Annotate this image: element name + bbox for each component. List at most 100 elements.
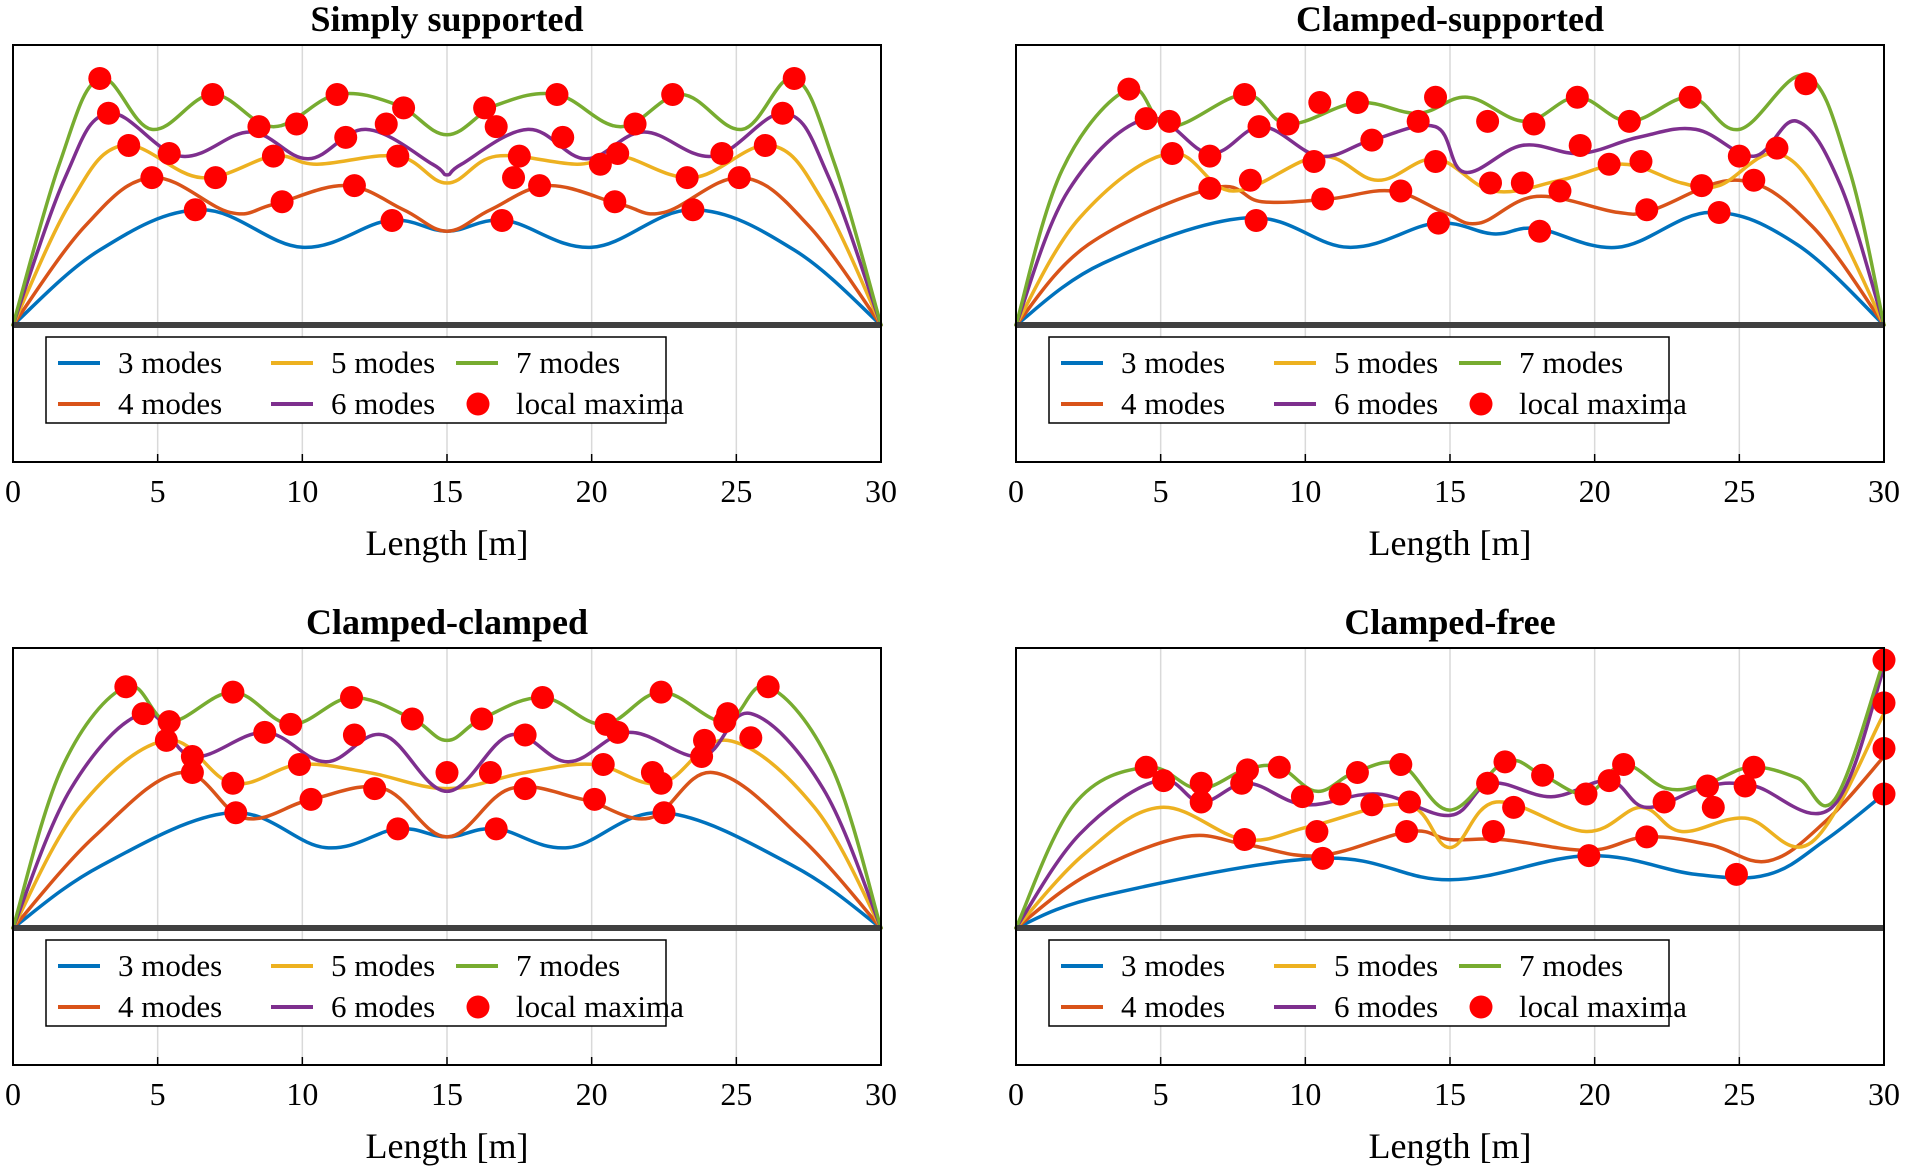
local-maximum-point bbox=[727, 166, 751, 190]
x-tick-label: 5 bbox=[150, 1076, 166, 1112]
series-line-3-modes bbox=[1014, 792, 1886, 930]
x-tick-label: 10 bbox=[1289, 1076, 1321, 1112]
legend-label: local maxima bbox=[1519, 386, 1687, 421]
local-maximum-point bbox=[484, 115, 508, 139]
local-maximum-point bbox=[1724, 862, 1748, 886]
x-tick-label: 30 bbox=[1868, 1076, 1900, 1112]
local-maximum-point bbox=[1189, 771, 1213, 795]
local-maximum-point bbox=[623, 112, 647, 136]
panel-title: Simply supported bbox=[310, 0, 583, 39]
x-tick-label: 20 bbox=[1579, 473, 1611, 509]
local-maximum-point bbox=[1189, 790, 1213, 814]
local-maximum-point bbox=[1727, 144, 1751, 168]
local-maximum-point bbox=[478, 761, 502, 785]
local-maximum-point bbox=[1502, 795, 1526, 819]
local-maximum-point bbox=[1568, 133, 1592, 157]
local-maximum-point bbox=[1617, 109, 1641, 133]
legend-marker-local-maxima bbox=[1469, 995, 1493, 1019]
series-line-4-modes bbox=[11, 770, 883, 930]
local-maximum-point bbox=[1522, 112, 1546, 136]
local-maximum-point bbox=[652, 801, 676, 825]
x-tick-label: 30 bbox=[865, 473, 897, 509]
legend-box bbox=[45, 336, 667, 424]
x-tick-label: 30 bbox=[1868, 473, 1900, 509]
local-maximum-point bbox=[551, 125, 575, 149]
legend-marker-local-maxima bbox=[466, 392, 490, 416]
x-tick-label: 20 bbox=[1579, 1076, 1611, 1112]
local-maximum-point bbox=[1574, 782, 1598, 806]
local-maximum-point bbox=[201, 83, 225, 107]
local-maximum-point bbox=[1635, 198, 1659, 222]
local-maximum-point bbox=[253, 720, 277, 744]
local-maximum-point bbox=[1157, 109, 1181, 133]
x-tick-label: 5 bbox=[1153, 473, 1169, 509]
local-maximum-point bbox=[591, 753, 615, 777]
local-maximum-point bbox=[473, 96, 497, 120]
legend: 3 modes 5 modes 7 modes 4 modes 6 modes local… bbox=[45, 336, 684, 424]
local-maximum-point bbox=[1510, 171, 1534, 195]
local-maximum-point bbox=[603, 190, 627, 214]
legend-label: 7 modes bbox=[516, 345, 620, 380]
local-maximum-point bbox=[325, 83, 349, 107]
local-maximum-point bbox=[340, 686, 364, 710]
local-maximum-point bbox=[131, 702, 155, 726]
legend-label: 5 modes bbox=[1334, 948, 1438, 983]
series-line-5-modes bbox=[11, 738, 883, 930]
local-maximum-point bbox=[1742, 755, 1766, 779]
local-maximum-point bbox=[221, 771, 245, 795]
x-axis-label: Length [m] bbox=[1369, 523, 1532, 563]
panel-title: Clamped-free bbox=[1344, 602, 1555, 642]
local-maximum-point bbox=[204, 166, 228, 190]
local-maximum-point bbox=[502, 166, 526, 190]
local-maximum-point bbox=[1235, 758, 1259, 782]
local-maximum-point bbox=[374, 112, 398, 136]
x-axis-label: Length [m] bbox=[1369, 1126, 1532, 1166]
local-maximum-point bbox=[140, 166, 164, 190]
local-maximum-point bbox=[1493, 750, 1517, 774]
x-tick-label: 25 bbox=[720, 473, 752, 509]
local-maximum-point bbox=[675, 166, 699, 190]
chart-panel: 0 5 10 15 20 25 30 Clamped-free Length [m] 3 mode… bbox=[1008, 602, 1900, 1166]
series-line-5-modes bbox=[1014, 711, 1886, 930]
local-maximum-point bbox=[1548, 179, 1572, 203]
legend-label: 6 modes bbox=[331, 989, 435, 1024]
local-maximum-point bbox=[771, 101, 795, 125]
x-tick-label: 0 bbox=[1008, 1076, 1024, 1112]
local-maximum-point bbox=[247, 115, 271, 139]
local-maximum-point bbox=[114, 675, 138, 699]
series-line-7-modes bbox=[11, 76, 883, 327]
local-maximum-point bbox=[224, 801, 248, 825]
x-tick-label: 15 bbox=[1434, 1076, 1466, 1112]
legend: 3 modes 5 modes 7 modes 4 modes 6 modes local… bbox=[45, 939, 684, 1027]
local-maximum-point bbox=[1311, 846, 1335, 870]
x-axis-label: Length [m] bbox=[366, 1126, 529, 1166]
legend-label: 5 modes bbox=[331, 345, 435, 380]
local-maximum-point bbox=[1397, 790, 1421, 814]
local-maximum-point bbox=[1597, 152, 1621, 176]
local-maximum-point bbox=[513, 777, 537, 801]
local-maximum-point bbox=[1276, 112, 1300, 136]
local-maximum-point bbox=[756, 675, 780, 699]
local-maximum-point bbox=[1531, 763, 1555, 787]
local-maximum-point bbox=[400, 707, 424, 731]
legend-label: 6 modes bbox=[1334, 989, 1438, 1024]
legend-label: 6 modes bbox=[331, 386, 435, 421]
local-maximum-point bbox=[221, 680, 245, 704]
x-tick-label: 0 bbox=[5, 1076, 21, 1112]
local-maximum-point bbox=[1612, 753, 1636, 777]
local-maximum-point bbox=[363, 777, 387, 801]
chart-panel: 0 5 10 15 20 25 30 Simply supported Length [m] 3 … bbox=[5, 0, 897, 563]
local-maximum-point bbox=[1395, 820, 1419, 844]
local-maximum-point bbox=[1406, 109, 1430, 133]
local-maximum-point bbox=[96, 101, 120, 125]
local-maximum-point bbox=[1328, 782, 1352, 806]
local-maximum-point bbox=[261, 144, 285, 168]
local-maximum-point bbox=[649, 680, 673, 704]
local-maximum-point bbox=[1117, 77, 1141, 101]
local-maximum-point bbox=[1134, 107, 1158, 131]
legend-label: 6 modes bbox=[1334, 386, 1438, 421]
local-maximum-point bbox=[183, 198, 207, 222]
local-maximum-point bbox=[157, 710, 181, 734]
legend: 3 modes 5 modes 7 modes 4 modes 6 modes local… bbox=[1048, 939, 1687, 1027]
